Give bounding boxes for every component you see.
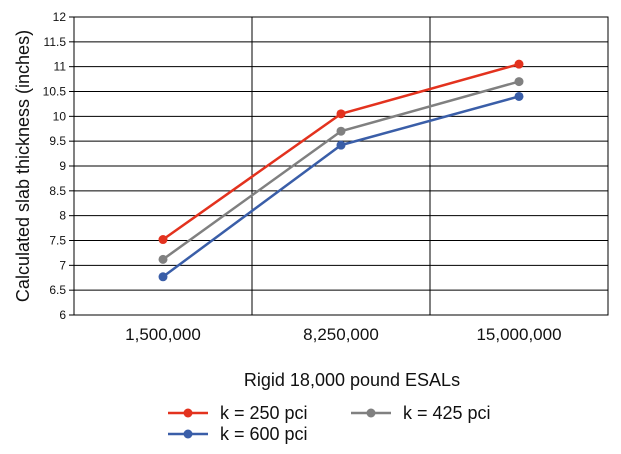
legend: k = 250 pci k = 425 pci k = 600 pci: [168, 403, 491, 444]
series-line-2: [162, 95, 520, 278]
data-point: [158, 272, 168, 282]
y-axis-title: Calculated slab thickness (inches): [13, 30, 33, 302]
x-tick-label: 1,500,000: [125, 325, 201, 344]
y-tick-label: 7.5: [49, 234, 66, 248]
legend-label: k = 425 pci: [403, 403, 491, 423]
data-point: [336, 140, 346, 150]
y-tick-label: 8: [59, 209, 66, 223]
data-point: [158, 254, 168, 264]
legend-swatch-point: [366, 408, 376, 418]
data-point: [514, 59, 524, 69]
legend-label: k = 250 pci: [220, 403, 308, 423]
y-tick-label: 9: [59, 159, 66, 173]
data-point: [336, 109, 346, 119]
series-line-1: [162, 80, 520, 261]
y-tick-label: 8.5: [49, 184, 66, 198]
legend-swatch-point: [183, 429, 193, 439]
y-tick-label: 10: [53, 109, 67, 123]
x-axis-title: Rigid 18,000 pound ESALs: [244, 370, 460, 390]
y-tick-labels: 6 6.5 7 7.5 8 8.5 9 9.5 10 10.5 11 11.5 12: [43, 10, 67, 322]
legend-swatch-point: [183, 408, 193, 418]
y-tick-label: 7: [59, 258, 66, 272]
y-tick-label: 12: [53, 10, 67, 24]
legend-label: k = 600 pci: [220, 424, 308, 444]
x-tick-labels: 1,500,000 8,250,000 15,000,000: [125, 325, 561, 344]
plot-frame: [73, 16, 609, 316]
data-point: [158, 235, 168, 245]
series-layer: [158, 59, 524, 282]
y-tick-label: 11: [54, 60, 67, 74]
x-tick-label: 15,000,000: [476, 325, 561, 344]
y-tick-label: 6.5: [49, 283, 66, 297]
data-point: [336, 126, 346, 136]
grid-layer: [69, 16, 608, 316]
data-point: [514, 77, 524, 87]
y-tick-label: 11.5: [44, 35, 67, 49]
series-line-0: [162, 62, 520, 241]
data-point: [514, 91, 524, 101]
y-tick-label: 6: [59, 308, 66, 322]
y-tick-label: 9.5: [49, 134, 66, 148]
x-tick-label: 8,250,000: [303, 325, 379, 344]
y-tick-label: 10.5: [43, 85, 67, 99]
